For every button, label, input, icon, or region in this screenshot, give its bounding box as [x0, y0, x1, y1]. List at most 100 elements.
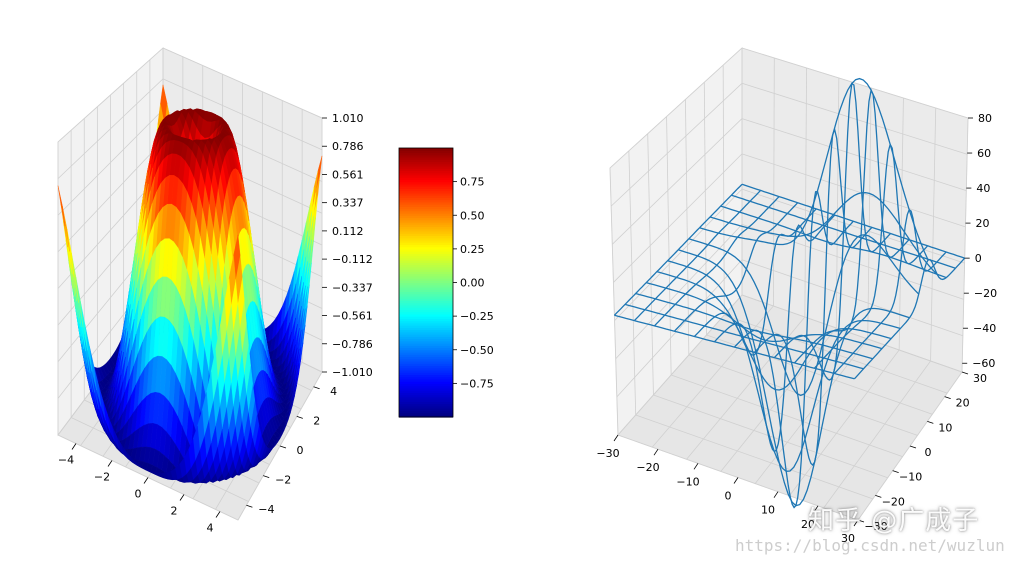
surface-z-tick-label: 0.337 [332, 197, 364, 210]
colorbar-band [399, 221, 453, 225]
wireframe-gridline [617, 294, 743, 436]
surface-x-tick [179, 494, 185, 501]
colorbar-band [399, 237, 453, 241]
wireframe-z-tick-label: 40 [976, 182, 990, 195]
surface-y-tick [263, 475, 270, 478]
wireframe-gridline [722, 65, 725, 316]
surface-gridline [57, 140, 164, 253]
colorbar-band [399, 403, 453, 407]
wireframe-x-tick [733, 477, 739, 484]
colorbar-band [399, 148, 453, 151]
colorbar-band [399, 271, 453, 275]
colorbar-band [399, 154, 453, 158]
colorbar-band [399, 239, 453, 243]
surface-y-tick [279, 445, 287, 449]
wireframe-y-tick-label: 10 [938, 421, 952, 434]
colorbar-band [399, 235, 453, 239]
surface-z-tick-label: 0.112 [332, 225, 364, 238]
colorbar-band [399, 251, 453, 254]
colorbar-band [399, 374, 453, 378]
wireframe-gridline [610, 82, 743, 207]
colorbar-band [399, 318, 453, 322]
colorbar-band [399, 208, 453, 212]
surface-gridline [57, 109, 164, 216]
wireframe-z-tick-label: 0 [975, 252, 982, 265]
colorbar-band [399, 165, 453, 169]
colorbar-band [399, 340, 453, 344]
wireframe-gridline [741, 47, 969, 119]
colorbar-band [399, 383, 453, 387]
colorbar-band [399, 159, 453, 163]
colorbar-band [399, 150, 453, 154]
colorbar-band [399, 280, 453, 284]
wireframe-y-tick [909, 445, 917, 449]
colorbar-band [399, 295, 453, 299]
surface-x-tick [143, 477, 149, 484]
colorbar-band [399, 298, 453, 302]
colorbar-band [399, 266, 453, 270]
wireframe-gridline [706, 334, 933, 415]
wireframe-gridline [961, 117, 969, 373]
colorbar-band [399, 286, 453, 290]
colorbar-band [399, 401, 453, 405]
colorbar-band [399, 156, 453, 160]
colorbar-band [399, 325, 453, 328]
colorbar-band [399, 233, 453, 237]
wireframe-x-tick [813, 505, 819, 513]
wireframe-gridline [741, 188, 965, 264]
colorbar-band [399, 336, 453, 340]
wireframe-x-tick-label: 30 [841, 532, 855, 545]
colorbar-band [399, 210, 453, 214]
colorbar-band [399, 360, 453, 364]
surface-mesh [57, 84, 323, 484]
surface-y-tick-label: 4 [330, 385, 337, 398]
wireframe-gridline [823, 360, 931, 509]
colorbar-band [399, 349, 453, 353]
colorbar-band [399, 188, 453, 192]
colorbar-band [399, 358, 453, 362]
colorbar-band [399, 248, 453, 252]
surface-z-tick-label: 1.010 [332, 112, 364, 125]
colorbar-band [399, 313, 453, 317]
colorbar-band [399, 343, 453, 346]
watermark-text: 知乎 @广成子 [808, 506, 980, 536]
wireframe-gridline [741, 82, 968, 155]
wireframe-col [673, 202, 799, 332]
wireframe-gridline [898, 97, 904, 351]
colorbar-band [399, 255, 453, 259]
surface-x-tick [107, 460, 113, 467]
colorbar-band [399, 367, 453, 371]
surface-y-tick-label: 0 [297, 444, 304, 457]
colorbar-band [399, 163, 453, 167]
wireframe-plot-axes: −30−20−100102030−30−20−100102030−60−40−2… [596, 46, 997, 545]
colorbar-band [399, 230, 453, 234]
wireframe-z-tick-label: 20 [976, 217, 990, 230]
watermark-url: https://blog.csdn.net/wuzlun [735, 536, 1005, 555]
colorbar-band [399, 347, 453, 351]
colorbar-band [399, 264, 453, 268]
colorbar-band [399, 369, 453, 373]
colorbar-tick-label: −0.50 [460, 344, 494, 357]
wireframe-gridline [671, 374, 903, 457]
surface-y-tick-label: −2 [275, 474, 291, 487]
colorbar-band [399, 412, 453, 416]
surface-y-tick [313, 386, 320, 390]
wireframe-gridline [741, 259, 963, 337]
colorbar-band [399, 269, 453, 272]
surface-gridline [162, 78, 323, 151]
colorbar-band [399, 378, 453, 382]
colorbar-band [399, 213, 453, 216]
surface-x-tick-label: −4 [58, 454, 74, 467]
colorbar-band [399, 351, 453, 355]
surface-y-tick [246, 504, 253, 508]
colorbar-band [399, 334, 453, 337]
wireframe-gridline [635, 414, 873, 500]
colorbar-band [399, 226, 453, 230]
colorbar-band [399, 186, 453, 189]
wireframe-col [753, 126, 873, 466]
colorbar-band [399, 304, 453, 308]
colorbar-band [399, 345, 453, 349]
colorbar-band [399, 224, 453, 228]
wireframe-x-tick [653, 448, 659, 456]
colorbar-tick-label: 0.75 [460, 176, 485, 189]
